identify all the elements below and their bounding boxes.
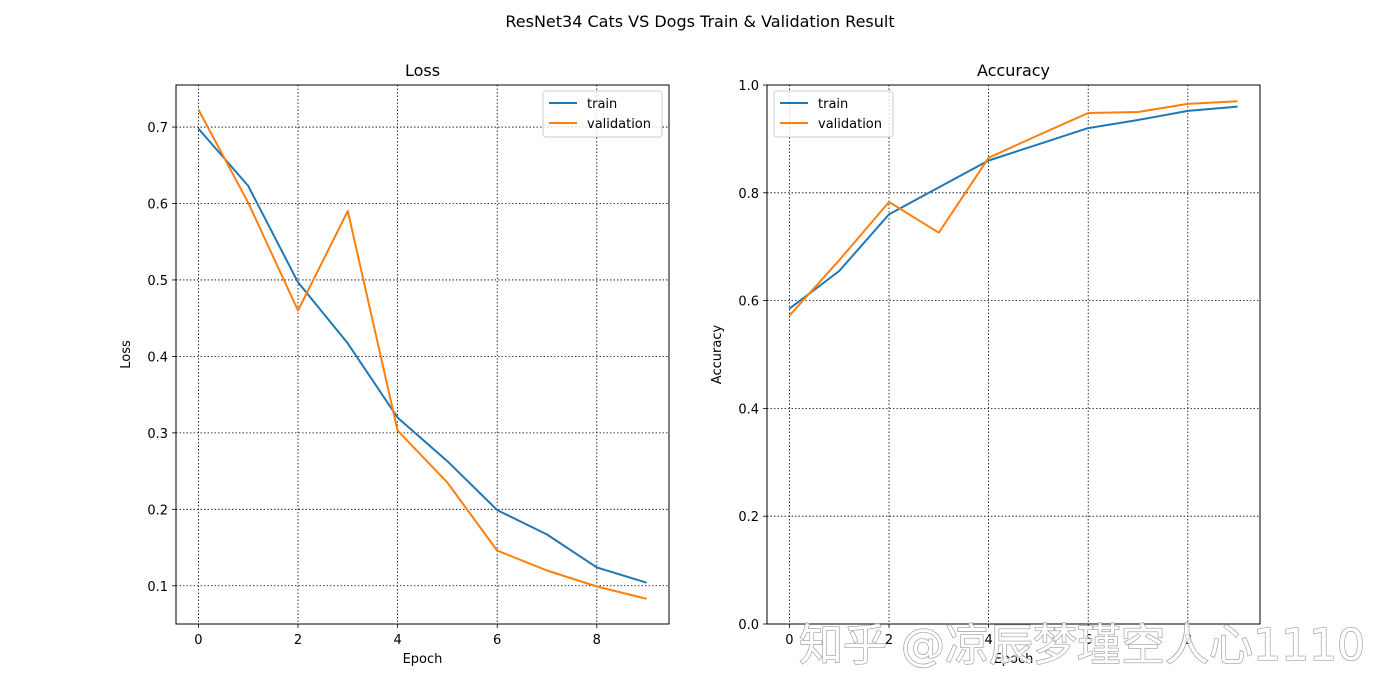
loss-axes: 0 2 4 6 8 0.1 0.2 0.3 0.4 0.5 0.6 0.7 Loss Epoch Loss t… bbox=[119, 61, 670, 667]
axes-layer: 0 2 4 6 8 0.1 0.2 0.3 0.4 0.5 0.6 0.7 Loss Epoch Loss t… bbox=[119, 61, 1261, 667]
accuracy-title: Accuracy bbox=[977, 61, 1050, 80]
loss-ytick-label-1: 0.2 bbox=[147, 503, 168, 518]
accuracy-series-validation-line bbox=[788, 100, 1238, 317]
accuracy-ytick-label-0: 0.0 bbox=[738, 618, 759, 633]
loss-ytick-label-5: 0.6 bbox=[147, 198, 168, 213]
loss-ytick-label-3: 0.4 bbox=[147, 350, 168, 365]
loss-series-validation-line bbox=[197, 109, 647, 600]
loss-ytick-label-0: 0.1 bbox=[147, 580, 168, 595]
accuracy-legend: train validation bbox=[773, 90, 894, 138]
loss-legend-label-validation: validation bbox=[587, 117, 651, 132]
loss-xtick-label-1: 2 bbox=[294, 633, 302, 648]
accuracy-axes: 0 2 4 6 8 0.0 0.2 0.4 0.6 0.8 1.0 Accuracy Epoch Accu… bbox=[710, 61, 1261, 667]
accuracy-xlabel: Epoch bbox=[994, 652, 1034, 667]
loss-legend: train validation bbox=[542, 90, 663, 138]
loss-legend-label-train: train bbox=[587, 97, 617, 112]
loss-ytick-label-4: 0.5 bbox=[147, 274, 168, 289]
loss-series-train-line bbox=[197, 127, 647, 584]
accuracy-xtick-label-3: 6 bbox=[1084, 633, 1092, 648]
loss-ylabel: Loss bbox=[119, 340, 134, 369]
loss-ytick-label-2: 0.3 bbox=[147, 427, 168, 442]
accuracy-axes-frame bbox=[766, 84, 1261, 625]
figure-title: ResNet34 Cats VS Dogs Train & Validation… bbox=[505, 12, 894, 31]
accuracy-ytick-label-3: 0.6 bbox=[738, 295, 759, 310]
loss-xtick-label-4: 8 bbox=[593, 633, 601, 648]
accuracy-ylabel: Accuracy bbox=[710, 325, 725, 385]
watermark: 知乎 @凉辰梦瑾空人心1110 bbox=[799, 620, 1365, 671]
accuracy-series-train-line bbox=[788, 105, 1238, 310]
accuracy-xtick-label-1: 2 bbox=[885, 633, 893, 648]
accuracy-legend-label-validation: validation bbox=[818, 117, 882, 132]
loss-title: Loss bbox=[405, 61, 440, 80]
accuracy-ytick-label-2: 0.4 bbox=[738, 402, 759, 417]
accuracy-ytick-label-5: 1.0 bbox=[738, 79, 759, 94]
accuracy-ytick-label-1: 0.2 bbox=[738, 510, 759, 525]
loss-axes-frame bbox=[175, 84, 670, 625]
loss-xtick-label-0: 0 bbox=[194, 633, 202, 648]
accuracy-ytick-label-4: 0.8 bbox=[738, 187, 759, 202]
loss-xtick-label-2: 4 bbox=[393, 633, 401, 648]
loss-ytick-label-6: 0.7 bbox=[147, 121, 168, 136]
loss-xtick-label-3: 6 bbox=[493, 633, 501, 648]
accuracy-xtick-label-4: 8 bbox=[1184, 633, 1192, 648]
loss-xlabel: Epoch bbox=[403, 652, 443, 667]
accuracy-legend-label-train: train bbox=[818, 97, 848, 112]
accuracy-xtick-label-2: 4 bbox=[984, 633, 992, 648]
accuracy-xtick-label-0: 0 bbox=[785, 633, 793, 648]
